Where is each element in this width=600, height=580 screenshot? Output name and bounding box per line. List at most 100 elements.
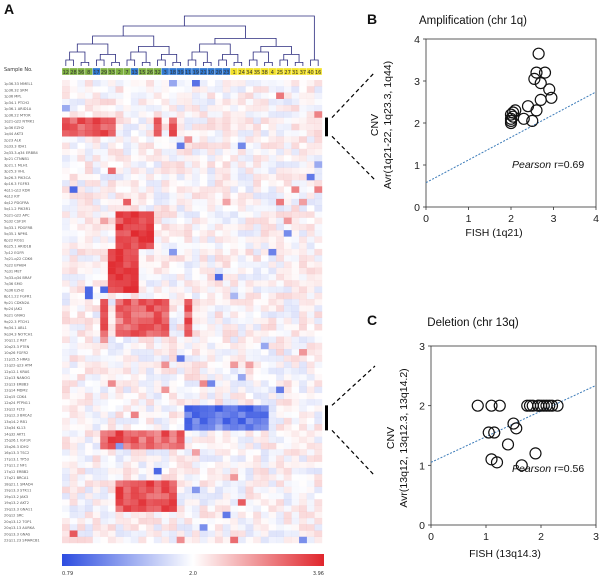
heatmap-cell <box>146 123 154 131</box>
heatmap-cell <box>245 205 254 212</box>
heatmap-cell <box>115 173 124 181</box>
heatmap-cell <box>253 223 262 231</box>
heatmap-cell <box>230 430 239 437</box>
heatmap-cell <box>146 211 154 218</box>
heatmap-cell <box>314 449 323 456</box>
heatmap-cell <box>261 493 269 499</box>
heatmap-cell <box>276 248 284 256</box>
row-label: 20q12 SRC <box>4 514 24 518</box>
heatmap-cell <box>276 136 284 143</box>
heatmap-cell <box>260 105 269 112</box>
heatmap-cell <box>184 505 192 511</box>
heatmap-cell <box>92 330 101 337</box>
heatmap-cell <box>138 80 146 86</box>
heatmap-cell <box>268 493 276 499</box>
heatmap-cell <box>146 367 154 375</box>
heatmap-cell <box>260 211 269 218</box>
row-label: 17q11.2 NF1 <box>4 464 27 468</box>
heatmap-cell <box>283 148 292 156</box>
heatmap-cell <box>306 286 315 293</box>
heatmap-cell <box>62 174 70 180</box>
heatmap-cell <box>184 255 193 262</box>
heatmap-cell <box>130 205 139 212</box>
heatmap-cell <box>276 292 284 300</box>
heatmap-cell <box>138 236 147 243</box>
heatmap-cell <box>314 86 323 93</box>
heatmap-cell <box>115 492 124 500</box>
heatmap-cell <box>107 324 116 331</box>
heatmap-cell <box>100 355 109 362</box>
heatmap-cell <box>146 499 154 506</box>
heatmap-cell <box>222 311 231 318</box>
heatmap-cell <box>314 236 323 243</box>
heatmap-cell <box>115 349 124 356</box>
dendrogram-link <box>203 62 212 66</box>
heatmap-cell <box>284 236 292 242</box>
heatmap-cell <box>184 349 192 355</box>
heatmap-cell <box>199 405 208 412</box>
heatmap-cell <box>207 161 216 168</box>
heatmap-cell <box>116 293 124 299</box>
heatmap-cell <box>146 261 154 267</box>
heatmap-cell <box>283 455 292 462</box>
heatmap-cell <box>260 173 269 181</box>
sample-number: 18 <box>170 70 176 76</box>
heatmap-cell <box>115 217 124 225</box>
heatmap-cell <box>107 292 116 300</box>
heatmap-cell <box>92 155 101 162</box>
heatmap-cell <box>291 399 300 406</box>
heatmap-cell <box>85 274 93 280</box>
heatmap-cell <box>215 99 223 105</box>
heatmap-cell <box>138 123 147 131</box>
heatmap-cell <box>192 192 200 200</box>
heatmap-cell <box>260 530 269 537</box>
heatmap-cell <box>268 86 277 93</box>
heatmap-cell <box>245 273 254 281</box>
heatmap-cell <box>283 305 292 312</box>
heatmap-cell <box>184 236 193 243</box>
heatmap-cell <box>62 168 70 174</box>
heatmap-cell <box>100 298 109 306</box>
heatmap-cell <box>230 474 239 481</box>
heatmap-cell <box>169 530 177 537</box>
heatmap-cell <box>207 273 216 281</box>
heatmap-cell <box>184 92 193 99</box>
heatmap-cell <box>123 467 132 475</box>
heatmap-cell <box>130 305 139 312</box>
heatmap-cell <box>184 536 193 544</box>
heatmap-cell <box>207 148 216 156</box>
heatmap-cell <box>176 317 185 325</box>
heatmap-cell <box>146 342 154 350</box>
heatmap-cell <box>253 349 262 356</box>
heatmap-cell <box>306 236 315 243</box>
heatmap-cell <box>169 367 177 375</box>
heatmap-cell <box>245 417 254 425</box>
heatmap-cell <box>107 148 116 156</box>
heatmap-cell <box>62 430 70 437</box>
heatmap-cell <box>276 173 284 181</box>
heatmap-cell <box>146 98 154 106</box>
heatmap-cell <box>230 98 239 106</box>
heatmap-cell <box>131 462 139 468</box>
heatmap-cell <box>192 524 200 531</box>
heatmap-cell <box>130 223 139 231</box>
heatmap-cell <box>100 199 108 205</box>
heatmap-cell <box>169 455 177 462</box>
heatmap-cell <box>230 411 239 419</box>
heatmap-cell <box>214 317 223 325</box>
heatmap-cell <box>146 149 154 155</box>
heatmap-cell <box>192 274 200 280</box>
heatmap-cell <box>62 405 70 412</box>
heatmap-cell <box>153 342 162 350</box>
sample-number: 34 <box>246 70 252 76</box>
heatmap-cell <box>169 105 177 112</box>
heatmap-cell <box>237 217 246 225</box>
heatmap-cell <box>62 492 70 500</box>
heatmap-cell <box>176 286 185 293</box>
heatmap-cell <box>215 480 223 486</box>
heatmap-cell <box>146 361 154 369</box>
heatmap-cell <box>291 436 300 444</box>
heatmap-cell <box>77 280 86 287</box>
heatmap-cell <box>115 305 124 312</box>
heatmap-cell <box>115 80 124 87</box>
